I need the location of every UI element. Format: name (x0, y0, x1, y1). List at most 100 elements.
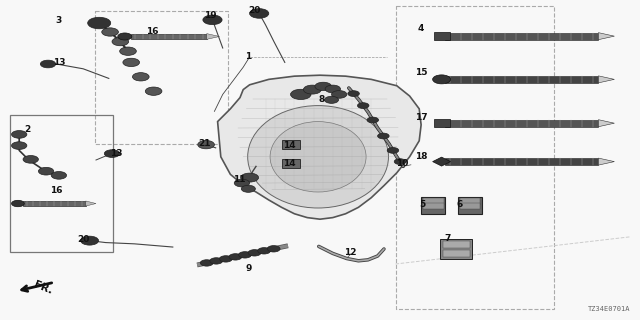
Circle shape (12, 142, 27, 149)
Text: 20: 20 (77, 235, 90, 244)
Circle shape (241, 185, 255, 192)
Text: 19: 19 (204, 11, 216, 20)
Text: 17: 17 (415, 113, 428, 122)
Polygon shape (218, 75, 421, 219)
Bar (458, 197, 482, 214)
Text: 14: 14 (283, 141, 296, 150)
Polygon shape (86, 201, 96, 206)
Bar (131, 34, 207, 39)
Text: 8: 8 (319, 95, 325, 104)
Circle shape (12, 131, 27, 138)
Circle shape (367, 117, 379, 123)
Ellipse shape (248, 106, 388, 208)
Bar (445, 33, 598, 40)
Circle shape (239, 252, 252, 258)
Text: 18: 18 (415, 152, 428, 161)
Text: 16: 16 (146, 27, 159, 36)
Text: 12: 12 (344, 248, 357, 257)
Circle shape (332, 91, 347, 98)
Text: 6: 6 (456, 200, 463, 209)
Text: 10: 10 (396, 159, 408, 168)
Circle shape (248, 250, 261, 256)
Circle shape (357, 103, 369, 108)
Circle shape (120, 47, 136, 55)
Circle shape (250, 9, 269, 18)
Bar (421, 197, 445, 214)
Bar (23, 201, 86, 206)
Bar (282, 140, 300, 149)
Bar (443, 241, 470, 248)
Text: 21: 21 (198, 139, 211, 148)
Circle shape (200, 260, 213, 266)
Circle shape (40, 60, 56, 68)
Bar (282, 159, 300, 168)
Circle shape (268, 245, 280, 252)
Text: 15: 15 (415, 68, 428, 77)
Circle shape (258, 248, 271, 254)
Text: 2: 2 (24, 125, 30, 134)
Bar (445, 158, 598, 165)
Polygon shape (207, 34, 220, 39)
Circle shape (81, 236, 99, 245)
Circle shape (303, 85, 321, 94)
Circle shape (38, 167, 54, 175)
Circle shape (132, 73, 149, 81)
Circle shape (12, 200, 24, 207)
Circle shape (348, 91, 360, 97)
Text: 3: 3 (56, 16, 62, 25)
Circle shape (104, 150, 120, 157)
Text: 4: 4 (418, 24, 424, 33)
Circle shape (220, 256, 232, 262)
Circle shape (315, 82, 332, 91)
Text: TZ34E0701A: TZ34E0701A (588, 306, 630, 312)
Polygon shape (598, 158, 614, 165)
Bar (10, 115, 113, 252)
Circle shape (433, 75, 451, 84)
Polygon shape (598, 120, 614, 127)
Circle shape (229, 254, 242, 260)
Text: 13: 13 (53, 58, 66, 67)
Circle shape (112, 37, 129, 46)
Circle shape (123, 58, 140, 67)
Text: 1: 1 (245, 52, 252, 60)
Text: 7: 7 (445, 234, 451, 243)
Bar (443, 250, 470, 257)
Circle shape (378, 133, 389, 139)
Bar (95, 11, 228, 144)
Bar (433, 119, 450, 127)
Circle shape (234, 179, 250, 187)
Circle shape (118, 33, 132, 40)
Circle shape (210, 258, 223, 264)
Bar (423, 198, 444, 204)
Circle shape (324, 96, 339, 103)
Text: 5: 5 (419, 200, 426, 209)
Text: 14: 14 (283, 159, 296, 168)
Polygon shape (598, 33, 614, 40)
Circle shape (203, 15, 222, 25)
Bar (445, 120, 598, 127)
Circle shape (102, 28, 118, 36)
Text: FR.: FR. (33, 279, 54, 296)
Ellipse shape (270, 122, 366, 192)
Circle shape (51, 172, 67, 179)
Text: 11: 11 (233, 175, 246, 184)
Circle shape (394, 159, 406, 164)
Bar (433, 32, 450, 40)
Circle shape (241, 173, 259, 182)
Text: 16: 16 (50, 186, 63, 195)
Circle shape (23, 156, 38, 163)
Polygon shape (598, 76, 614, 83)
Text: 9: 9 (245, 264, 252, 273)
Circle shape (325, 85, 340, 93)
Text: 20: 20 (248, 6, 261, 15)
Circle shape (387, 148, 399, 153)
Circle shape (145, 87, 162, 95)
Bar (423, 203, 444, 209)
Polygon shape (433, 157, 451, 166)
Bar (460, 198, 480, 204)
Text: 13: 13 (110, 149, 123, 158)
Bar (445, 76, 598, 83)
Bar (440, 239, 472, 259)
Circle shape (291, 89, 311, 100)
Bar (460, 203, 480, 209)
